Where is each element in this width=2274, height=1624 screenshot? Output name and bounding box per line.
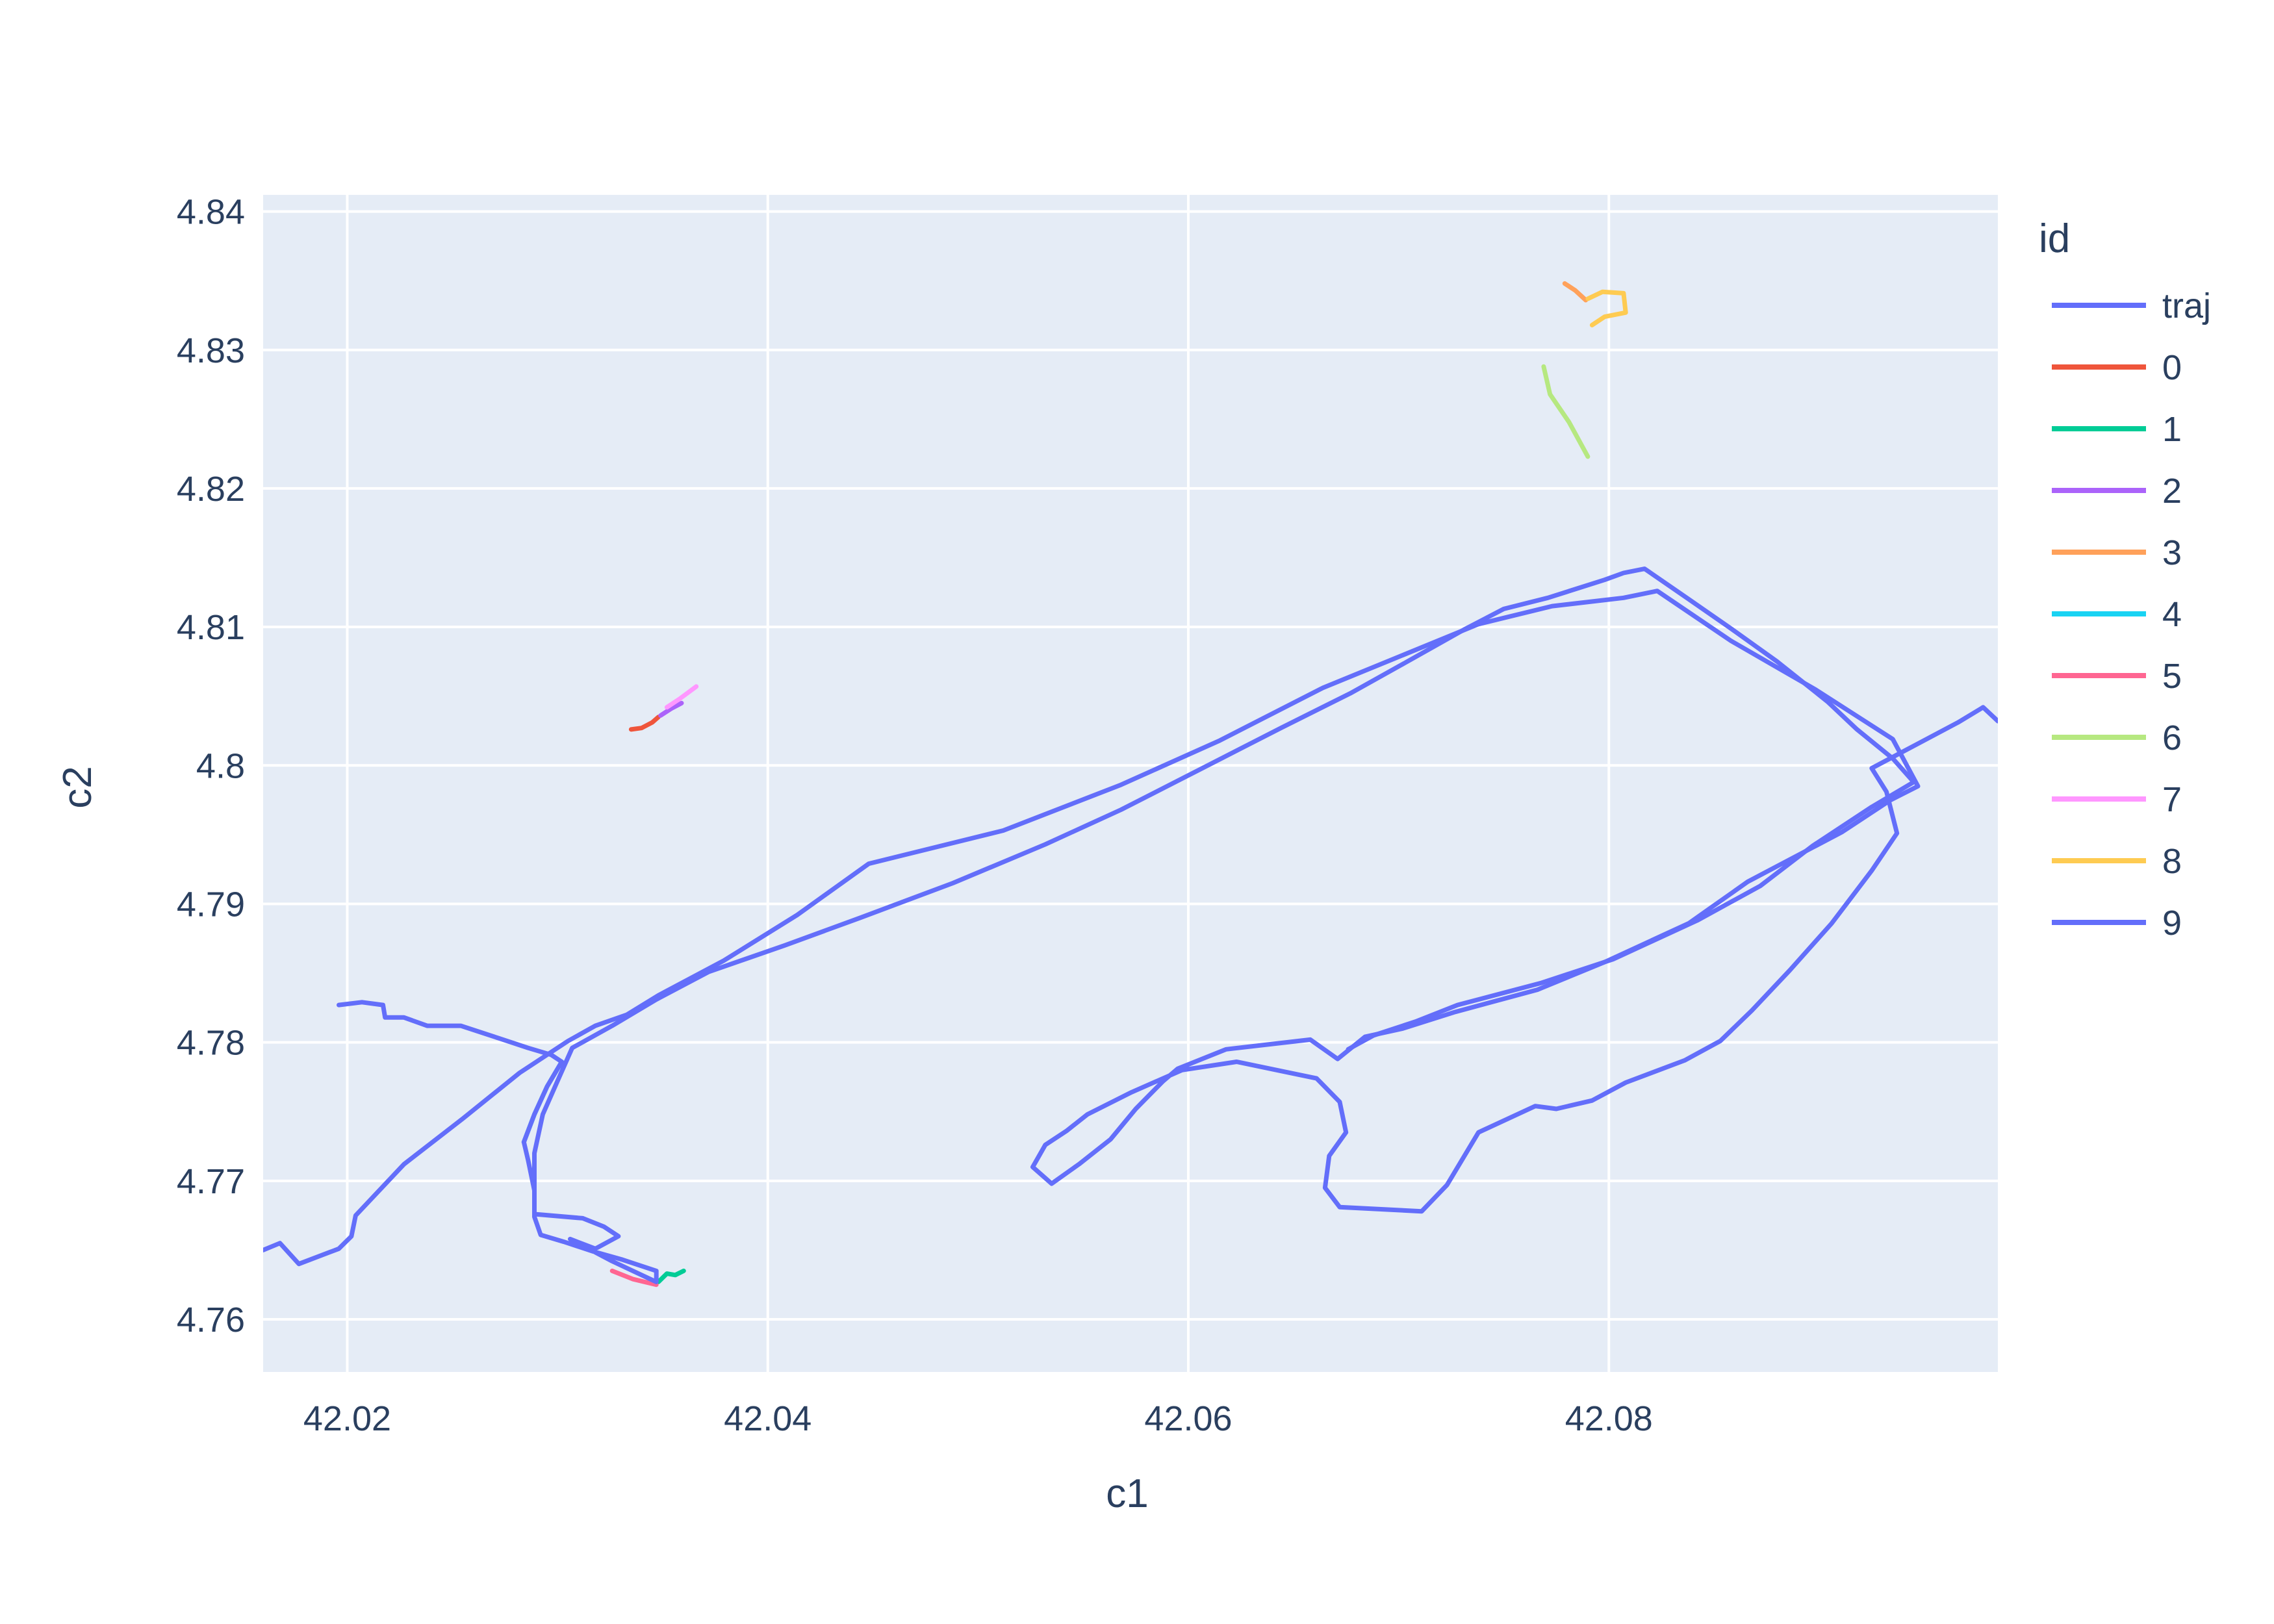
series-line-9 [337, 566, 1916, 1284]
legend-item-6[interactable]: 6 [2052, 718, 2182, 757]
legend-item-1[interactable]: 1 [2052, 410, 2182, 449]
series-line-2 [658, 700, 684, 718]
y-tick-label: 4.81 [177, 608, 245, 647]
series-line-5 [609, 1268, 659, 1288]
legend-label: 2 [2162, 472, 2182, 511]
legend-item-2[interactable]: 2 [2052, 472, 2182, 511]
series-line-7 [664, 684, 699, 710]
x-tick-label: 42.02 [303, 1399, 391, 1438]
legend-label: 8 [2162, 842, 2182, 881]
legend-label: traj [2162, 286, 2211, 325]
legend-item-9[interactable]: 9 [2052, 904, 2182, 943]
x-axis-title: c1 [1106, 1471, 1148, 1516]
legend-label: 7 [2162, 780, 2182, 819]
legend-label: 6 [2162, 718, 2182, 757]
legend-label: 3 [2162, 533, 2182, 572]
x-tick-label: 42.06 [1144, 1399, 1232, 1438]
tick-layer: 42.02 42.04 42.06 42.084.764.774.784.794.84… [177, 193, 1653, 1438]
legend-item-3[interactable]: 3 [2052, 533, 2182, 572]
legend-item-5[interactable]: 5 [2052, 657, 2182, 696]
series-line-0 [628, 715, 661, 732]
y-tick-label: 4.83 [177, 331, 245, 370]
y-tick-label: 4.78 [177, 1024, 245, 1063]
legend-title: id [2039, 216, 2070, 261]
legend-label: 5 [2162, 657, 2182, 696]
series-line-3 [1562, 281, 1589, 303]
series-line-1 [656, 1268, 686, 1284]
legend-label: 0 [2162, 348, 2182, 387]
series-line-traj [263, 589, 1998, 1267]
legend-item-traj[interactable]: traj [2052, 286, 2211, 325]
series-layer [263, 281, 1998, 1288]
legend-label: 4 [2162, 595, 2182, 634]
series-line-8 [1585, 289, 1628, 327]
legend-label: 9 [2162, 904, 2182, 943]
y-tick-label: 4.84 [177, 193, 245, 232]
legend-item-7[interactable]: 7 [2052, 780, 2182, 819]
y-axis-title: c2 [55, 766, 100, 808]
series-line-6 [1541, 364, 1591, 459]
plot-background [263, 195, 1998, 1372]
legend: id traj 0 1 2 3 4 5 6 7 8 9 [2039, 216, 2211, 943]
y-tick-label: 4.79 [177, 885, 245, 924]
y-tick-label: 4.76 [177, 1300, 245, 1339]
y-tick-label: 4.82 [177, 470, 245, 509]
legend-item-0[interactable]: 0 [2052, 348, 2182, 387]
y-tick-label: 4.8 [196, 746, 245, 785]
x-tick-label: 42.08 [1565, 1399, 1653, 1438]
legend-item-4[interactable]: 4 [2052, 595, 2182, 634]
legend-label: 1 [2162, 410, 2182, 449]
legend-item-8[interactable]: 8 [2052, 842, 2182, 881]
y-tick-label: 4.77 [177, 1162, 245, 1201]
x-tick-label: 42.04 [724, 1399, 811, 1438]
